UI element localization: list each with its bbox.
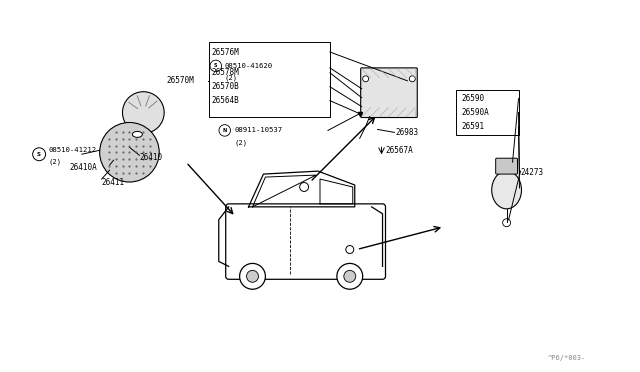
Circle shape <box>246 270 259 282</box>
Text: 08510-41620: 08510-41620 <box>225 63 273 69</box>
Circle shape <box>33 148 45 161</box>
Text: S: S <box>214 63 218 68</box>
Text: S: S <box>37 152 41 157</box>
Circle shape <box>122 92 164 134</box>
Circle shape <box>239 263 266 289</box>
Circle shape <box>210 60 221 72</box>
Text: (2): (2) <box>48 159 61 166</box>
Ellipse shape <box>132 131 142 137</box>
Text: 26590: 26590 <box>461 94 484 103</box>
Text: ^P6/*003-: ^P6/*003- <box>548 355 586 361</box>
Circle shape <box>410 76 415 82</box>
Text: 26567A: 26567A <box>385 146 413 155</box>
Text: 26570B: 26570B <box>212 82 239 91</box>
Circle shape <box>346 246 354 253</box>
Text: 08911-10537: 08911-10537 <box>235 128 283 134</box>
Text: N: N <box>223 128 227 133</box>
Text: 26983: 26983 <box>396 128 419 137</box>
Text: 26410A: 26410A <box>70 163 98 171</box>
Circle shape <box>344 270 356 282</box>
Circle shape <box>100 122 159 182</box>
Text: 26590A: 26590A <box>461 108 489 117</box>
FancyBboxPatch shape <box>456 90 520 135</box>
Circle shape <box>337 263 363 289</box>
Text: 26576M: 26576M <box>212 48 239 57</box>
Circle shape <box>300 183 308 192</box>
Circle shape <box>219 125 230 136</box>
Text: 08510-41212: 08510-41212 <box>48 147 96 153</box>
Text: (2): (2) <box>235 139 248 145</box>
Text: 26591: 26591 <box>461 122 484 131</box>
FancyBboxPatch shape <box>495 158 518 174</box>
Text: (2): (2) <box>225 74 238 81</box>
Text: 26570M: 26570M <box>166 76 194 85</box>
Bar <box>209 42 330 116</box>
FancyBboxPatch shape <box>226 204 385 279</box>
Text: 26578M: 26578M <box>212 68 239 77</box>
Circle shape <box>363 76 369 82</box>
Text: 26564B: 26564B <box>212 96 239 105</box>
Text: 24273: 24273 <box>520 168 543 177</box>
Circle shape <box>502 219 511 227</box>
Text: 26410: 26410 <box>140 153 163 162</box>
FancyBboxPatch shape <box>361 68 417 118</box>
Text: 26411: 26411 <box>102 177 125 186</box>
Ellipse shape <box>492 171 522 209</box>
